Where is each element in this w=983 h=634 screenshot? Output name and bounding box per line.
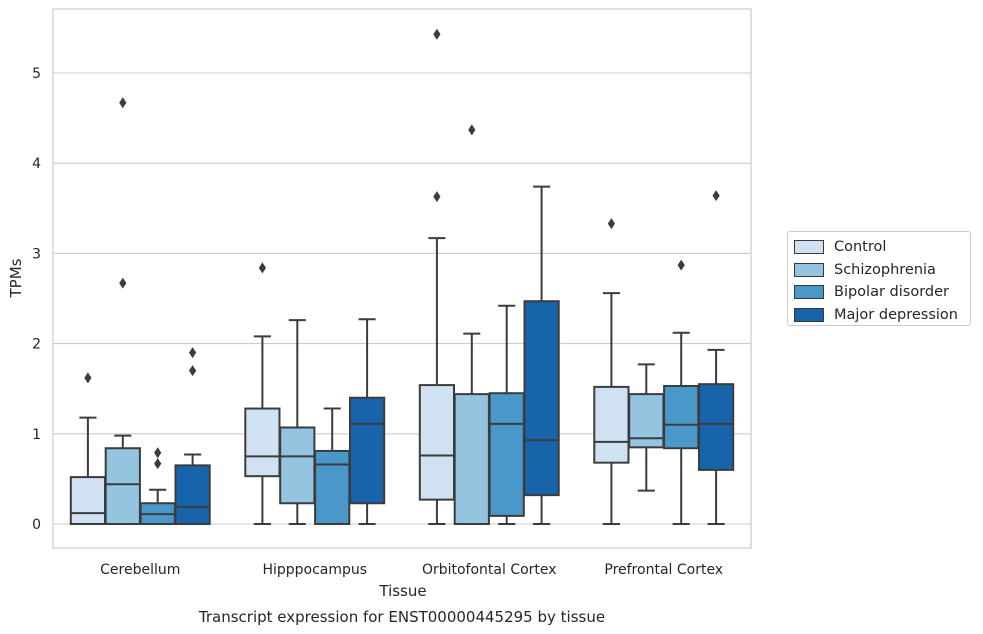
outlier-marker: [154, 447, 162, 459]
box-iqr: [453, 393, 490, 525]
plot-area: [52, 8, 752, 549]
box-schizophrenia: [279, 319, 316, 525]
outlier-marker: [433, 28, 441, 40]
box-control: [418, 28, 456, 525]
y-tick-label: 4: [32, 156, 41, 172]
legend-item: Schizophrenia: [794, 259, 964, 282]
box-major-depression: [697, 190, 735, 525]
outlier-marker: [189, 347, 197, 359]
box-iqr: [348, 396, 386, 505]
box-iqr: [314, 449, 351, 525]
box-major-depression: [523, 185, 560, 525]
box-iqr: [69, 476, 107, 526]
y-tick-label: 2: [32, 337, 41, 353]
outlier-marker: [154, 458, 162, 470]
box-bipolar-disorder: [314, 407, 351, 525]
box-iqr: [697, 383, 735, 471]
legend-swatch: [794, 285, 824, 300]
outlier-marker: [119, 277, 127, 289]
box-control: [593, 218, 630, 525]
box-schizophrenia: [104, 97, 141, 525]
y-tick-labels: 0 1 2 3 4 5: [32, 66, 41, 533]
legend-swatch: [794, 262, 824, 277]
x-tick-label: Cerebellum: [100, 562, 180, 578]
outlier-marker: [677, 259, 685, 271]
y-tick-label: 1: [32, 427, 41, 443]
legend-label: Major depression: [834, 306, 958, 323]
box-control: [244, 262, 281, 525]
x-tick-label: Prefrontal Cortex: [604, 562, 723, 578]
x-tick-labels: Cerebellum Hipppocampus Orbitofontal Corte…: [100, 562, 723, 578]
outlier-marker: [119, 97, 127, 109]
outlier-marker: [433, 191, 441, 203]
box-iqr: [523, 300, 560, 497]
outlier-marker: [468, 124, 476, 136]
legend-item: Bipolar disorder: [794, 281, 964, 304]
outlier-marker: [712, 190, 720, 202]
legend-label: Schizophrenia: [834, 261, 936, 278]
box-major-depression: [348, 318, 386, 525]
box-iqr: [174, 464, 211, 525]
outlier-marker: [84, 372, 92, 384]
box-major-depression: [174, 347, 211, 525]
box-schizophrenia: [628, 363, 665, 492]
boxes: [69, 28, 735, 526]
box-iqr: [488, 392, 525, 517]
y-axis-label: TPMs: [7, 258, 25, 298]
outlier-marker: [189, 365, 197, 377]
y-tick-label: 5: [32, 66, 41, 82]
legend-swatch: [794, 240, 824, 255]
box-control: [69, 372, 107, 526]
outlier-marker: [607, 218, 615, 230]
y-tick-label: 0: [32, 517, 41, 533]
box-iqr: [593, 385, 630, 464]
legend-item: Major depression: [794, 304, 964, 327]
box-iqr: [244, 407, 281, 478]
box-bipolar-disorder: [663, 259, 700, 525]
outlier-marker: [258, 262, 266, 274]
x-axis-label: Tissue: [378, 582, 426, 600]
box-iqr: [663, 384, 700, 450]
box-iqr: [628, 393, 665, 449]
legend-item: Control: [794, 236, 964, 259]
box-iqr: [104, 447, 141, 525]
legend-swatch: [794, 307, 824, 322]
box-iqr: [418, 384, 456, 501]
x-tick-label: Hipppocampus: [262, 562, 367, 578]
y-tick-label: 3: [32, 246, 41, 262]
legend: Control Schizophrenia Bipolar disorder Majo…: [787, 231, 971, 326]
legend-label: Control: [834, 239, 887, 256]
chart-caption: Transcript expression for ENST0000044529…: [198, 608, 605, 626]
legend-label: Bipolar disorder: [834, 284, 949, 301]
box-iqr: [279, 426, 316, 505]
x-tick-label: Orbitofontal Cortex: [422, 562, 557, 578]
